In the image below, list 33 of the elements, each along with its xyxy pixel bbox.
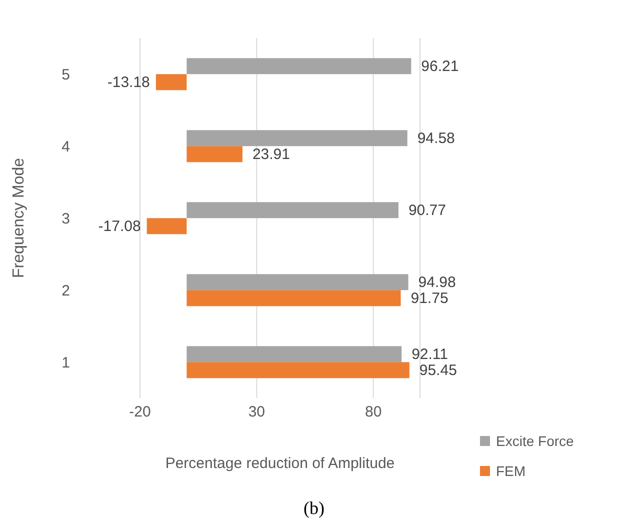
legend-label: Excite Force — [496, 433, 574, 449]
data-label: 92.11 — [412, 346, 448, 364]
bar — [186, 346, 402, 362]
y-axis-title: Frequency Mode — [10, 158, 28, 278]
legend-label: FEM — [496, 463, 526, 479]
data-label: 23.91 — [252, 146, 290, 164]
y-tick-label: 3 — [62, 210, 70, 228]
x-axis-title: Percentage reduction of Amplitude — [165, 455, 395, 472]
bar — [156, 74, 187, 90]
y-tick-label: 1 — [62, 354, 70, 372]
y-tick-label: 5 — [62, 66, 70, 84]
x-tick-label: 30 — [248, 404, 266, 421]
data-label: -13.18 — [107, 74, 150, 92]
bar — [186, 130, 408, 146]
bar — [186, 274, 408, 290]
data-label: 91.75 — [410, 290, 448, 308]
bar — [186, 290, 401, 306]
y-tick-label: 4 — [62, 138, 70, 156]
bar — [186, 146, 242, 162]
data-label: 94.98 — [418, 274, 456, 292]
data-label: 96.21 — [421, 58, 459, 76]
x-tick-label: 80 — [364, 404, 382, 421]
data-label: 90.77 — [408, 202, 446, 220]
bar — [186, 362, 410, 378]
x-tick-label: -20 — [129, 404, 151, 421]
text: (b) — [302, 498, 326, 519]
bar — [186, 58, 412, 74]
data-label: 95.45 — [419, 362, 457, 380]
bar — [146, 218, 187, 234]
y-tick-label: 2 — [62, 282, 70, 300]
data-label: -17.08 — [98, 218, 141, 236]
data-label: 94.58 — [417, 130, 455, 148]
bar — [186, 202, 398, 218]
